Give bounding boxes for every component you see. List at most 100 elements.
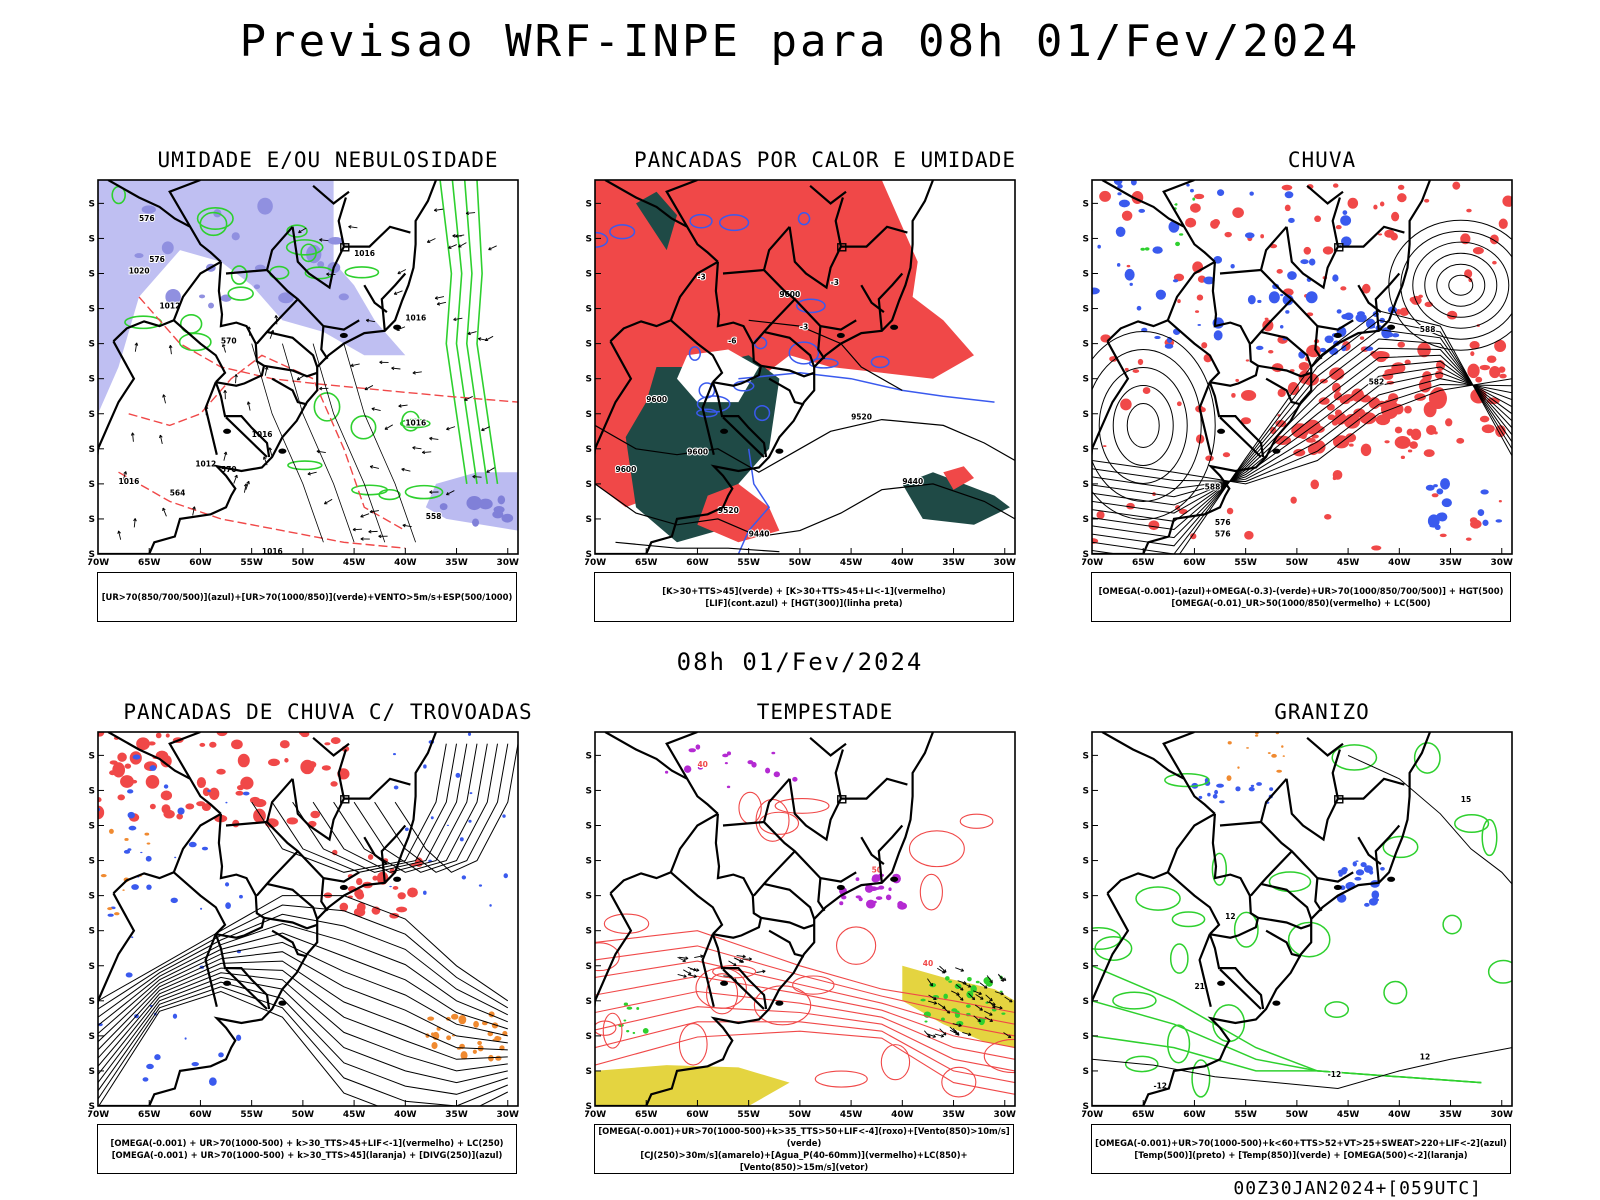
thunderstorm-cell xyxy=(396,906,408,913)
state-border xyxy=(609,812,719,895)
lat-tick-label: 42S xyxy=(585,550,592,560)
wind-vector xyxy=(319,386,323,391)
rain-cell xyxy=(1391,211,1400,222)
wind-vector xyxy=(939,1028,947,1036)
wind-vector xyxy=(956,992,960,996)
state-border xyxy=(380,272,407,331)
lat-tick-label: 12S xyxy=(585,199,592,209)
omega-area xyxy=(1116,262,1121,267)
wind-vector xyxy=(360,513,370,518)
lat-tick-label: 39S xyxy=(585,515,592,525)
strong-wind-area xyxy=(948,980,953,983)
lat-tick-label: 36S xyxy=(88,480,95,490)
wind-vector xyxy=(991,1005,996,1009)
lon-tick-label: 45W xyxy=(343,558,366,568)
forecast-map: 582 588 576 576 588 12S 15S 18S 21S 24S 27S 30S 33S 3… xyxy=(1082,179,1513,568)
contour-label: 40 xyxy=(697,760,707,769)
divergence-area xyxy=(430,816,434,820)
rain-cell xyxy=(1345,433,1357,443)
humidity-core xyxy=(439,503,448,511)
lake-marker xyxy=(890,324,899,330)
state-border xyxy=(1285,197,1341,290)
severe-storm-area xyxy=(726,785,731,789)
wind-vector xyxy=(940,1034,945,1038)
water-vapor-contour xyxy=(602,1012,623,1049)
state-border xyxy=(1162,180,1195,228)
legend-line: [OMEGA(-0.001)+UR>70(1000-500)+k>35_TTS>… xyxy=(598,1126,1010,1148)
panel-legend: [UR>70(850/700/500)](azul)+[UR>70(1000/8… xyxy=(97,572,517,622)
wind-vector xyxy=(264,366,268,376)
lon-tick-label: 70W xyxy=(1082,1110,1103,1120)
low-humidity-contour xyxy=(300,243,317,263)
rain-cell xyxy=(1102,445,1107,448)
hail-risk-area xyxy=(1235,786,1241,792)
rain-cell xyxy=(1375,354,1387,363)
omega-area xyxy=(1189,188,1194,193)
coastline xyxy=(595,180,935,554)
hail-risk-area xyxy=(1355,860,1359,862)
wind-vector xyxy=(958,1023,962,1027)
thunderstorm-cell xyxy=(356,877,363,886)
divergence-area xyxy=(140,851,143,854)
severe-storm-area xyxy=(664,770,669,774)
instability-area xyxy=(902,472,1010,525)
thunderstorm-cell xyxy=(145,774,160,789)
unstable-area xyxy=(124,838,129,841)
temp-850-contour xyxy=(1487,959,1512,984)
lon-tick-label: 40W xyxy=(1388,1110,1411,1120)
panel-legend: [OMEGA(-0.001) + UR>70(1000-500) + k>30_… xyxy=(97,1124,517,1174)
temp-850-contour xyxy=(1442,914,1462,935)
divergence-area xyxy=(127,789,134,794)
wind-vector xyxy=(949,1026,957,1034)
lake-marker xyxy=(393,876,402,882)
wind-vector xyxy=(962,1032,972,1036)
lon-tick-label: 40W xyxy=(394,558,417,568)
state-border xyxy=(712,813,763,939)
low-humidity-contour xyxy=(350,415,377,440)
rain-cell xyxy=(1371,545,1382,551)
omega-area xyxy=(1482,519,1489,526)
hail-risk-area xyxy=(1212,794,1218,799)
lake-marker xyxy=(339,884,348,891)
rain-cell xyxy=(1190,533,1197,540)
lon-tick-label: 60W xyxy=(189,1110,212,1120)
wind-vector xyxy=(486,469,490,473)
hail-risk-area xyxy=(1352,861,1357,867)
wind-vector xyxy=(436,302,441,306)
wind-vector xyxy=(446,491,450,496)
wind-vector xyxy=(235,374,237,384)
low-humidity-contour xyxy=(344,266,380,279)
state-border xyxy=(760,916,815,930)
lon-tick-label: 45W xyxy=(840,558,863,568)
state-border xyxy=(1219,968,1262,1010)
lifted-index-contour xyxy=(696,395,731,413)
contour-label: 1016 xyxy=(405,313,426,322)
streamline xyxy=(98,923,508,1026)
wind-vector xyxy=(245,481,250,490)
height-contour xyxy=(615,541,780,553)
capital-marker xyxy=(1334,243,1344,252)
wind-vector xyxy=(246,401,251,405)
lat-tick-label: 18S xyxy=(88,270,95,280)
omega-area xyxy=(1136,305,1142,311)
state-border xyxy=(1249,298,1293,345)
divergence-area xyxy=(502,814,506,818)
streamline xyxy=(353,743,498,873)
lon-tick-label: 65W xyxy=(138,558,161,568)
rain-cell xyxy=(1281,184,1293,191)
severe-storm-area xyxy=(897,902,908,910)
map-layers: 1016 1016 1012 1016 1020 1012 1016 1016 1016 570 5… xyxy=(98,180,518,554)
low-humidity-contour xyxy=(313,392,341,422)
low-humidity-contour xyxy=(476,180,499,485)
thunderstorm-cell xyxy=(407,887,418,898)
map-background xyxy=(595,732,1015,1106)
low-humidity-contour xyxy=(285,239,324,256)
thunderstorm-cell xyxy=(109,770,117,776)
omega-area xyxy=(1129,282,1133,286)
wind-vector xyxy=(973,1015,981,1022)
state-border xyxy=(255,298,299,345)
lon-tick-label: 55W xyxy=(1234,558,1257,568)
lat-tick-label: 36S xyxy=(585,480,592,490)
rain-cell xyxy=(1224,231,1232,238)
rain-cell xyxy=(1360,443,1372,457)
